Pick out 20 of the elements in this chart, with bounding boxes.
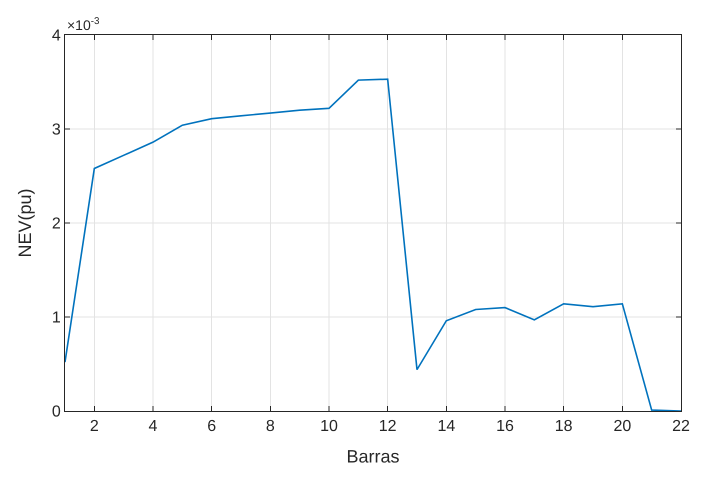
y-tick-label: 1 bbox=[52, 310, 61, 327]
y-tick-label: 4 bbox=[52, 28, 61, 45]
x-tick-label: 16 bbox=[496, 418, 514, 436]
line-series bbox=[65, 78, 681, 411]
x-tick-label: 22 bbox=[672, 418, 690, 436]
x-tick-label: 8 bbox=[266, 418, 275, 436]
text: ×10$^{-3}$ bbox=[67, 16, 100, 33]
y-tick-label: 3 bbox=[52, 122, 61, 139]
y-axis-title: NEV(pu) bbox=[15, 188, 36, 258]
x-tick-label: 18 bbox=[554, 418, 573, 436]
x-axis-title: Barras bbox=[346, 446, 400, 466]
x-tick-label: 2 bbox=[90, 418, 99, 436]
x-tick-label: 14 bbox=[437, 418, 456, 436]
x-tick-label: 10 bbox=[320, 418, 338, 436]
x-tick-label: 12 bbox=[378, 418, 397, 436]
x-tick-label: 20 bbox=[613, 418, 632, 436]
x-tick-label: 6 bbox=[207, 418, 216, 436]
y-tick-label: 2 bbox=[52, 216, 61, 233]
y-tick-label: 0 bbox=[52, 404, 61, 421]
x-tick-label: 4 bbox=[148, 418, 158, 436]
